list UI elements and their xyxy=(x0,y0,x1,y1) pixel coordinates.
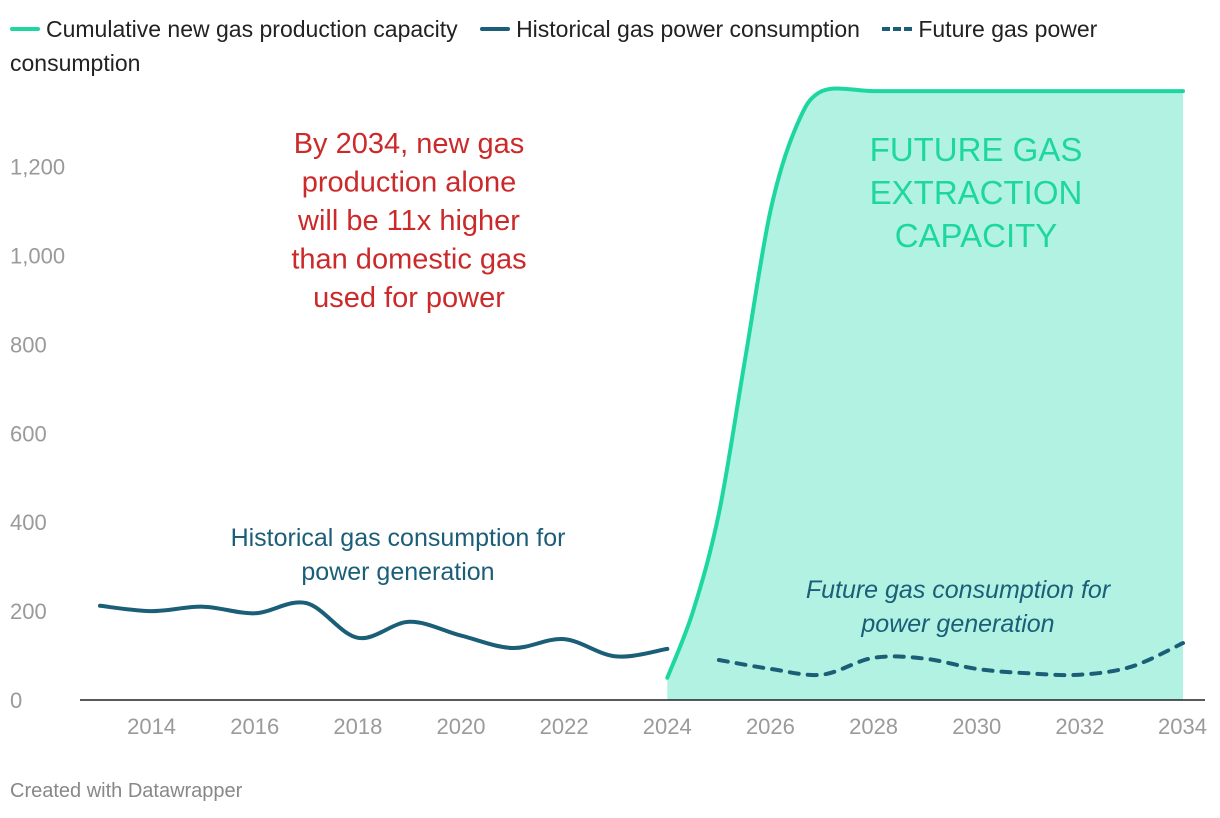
y-tick-label: 400 xyxy=(10,510,47,535)
y-tick-label: 800 xyxy=(10,332,47,357)
x-tick-label: 2032 xyxy=(1055,714,1104,739)
annotation-future-line: Future gas consumption for xyxy=(806,576,1112,604)
annotation-capacity-line: CAPACITY xyxy=(895,217,1058,254)
x-tick-label: 2028 xyxy=(849,714,898,739)
annotations: By 2034, new gas production alone will be … xyxy=(231,128,1112,638)
legend-item-future: Future gas power consumption xyxy=(10,16,1097,76)
legend-label-future: Future gas power consumption xyxy=(10,16,1098,76)
legend-item-capacity: Cumulative new gas production capacity xyxy=(10,16,458,42)
y-tick-label: 1,000 xyxy=(10,244,65,269)
historical-consumption-line xyxy=(98,600,670,659)
x-tick-label: 2016 xyxy=(230,714,279,739)
annotation-future-line: power generation xyxy=(860,610,1054,638)
chart-legend: Cumulative new gas production capacity H… xyxy=(10,12,1200,80)
y-tick-label: 200 xyxy=(10,599,47,624)
annotation-capacity-line: EXTRACTION xyxy=(870,174,1083,211)
y-tick-label: 600 xyxy=(10,421,47,446)
capacity-line xyxy=(665,86,1185,680)
annotation-capacity-line: FUTURE GAS xyxy=(870,131,1083,168)
x-tick-label: 2018 xyxy=(333,714,382,739)
capacity-area-fill xyxy=(667,88,1183,700)
annotation-red-line: than domestic gas xyxy=(291,244,526,276)
legend-item-historical: Historical gas power consumption xyxy=(480,16,860,42)
x-tick-label: 2024 xyxy=(643,714,692,739)
x-tick-label: 2022 xyxy=(540,714,589,739)
legend-label-capacity: Cumulative new gas production capacity xyxy=(46,16,458,42)
legend-swatch-historical xyxy=(480,26,511,31)
x-tick-label: 2026 xyxy=(746,714,795,739)
footer-credit: Created with Datawrapper xyxy=(10,780,243,802)
x-tick-label: 2020 xyxy=(437,714,486,739)
legend-swatch-future xyxy=(882,26,913,31)
y-tick-label: 1,200 xyxy=(10,155,65,180)
y-tick-label: 0 xyxy=(10,688,22,713)
x-tick-label: 2030 xyxy=(952,714,1001,739)
x-axis: 2014 2016 2018 2020 2022 2024 2026 2028 2030 2032… xyxy=(127,714,1207,739)
annotation-red-line: production alone xyxy=(302,167,516,199)
x-tick-label: 2034 xyxy=(1158,714,1207,739)
y-axis: 0 200 400 600 800 1,000 1,200 xyxy=(10,155,65,713)
annotation-historical-line: Historical gas consumption for xyxy=(231,524,566,552)
x-tick-label: 2014 xyxy=(127,714,176,739)
series-layer xyxy=(98,86,1185,680)
annotation-red-line: will be 11x higher xyxy=(297,205,520,237)
future-consumption-line xyxy=(716,641,1185,678)
legend-swatch-capacity xyxy=(10,26,40,31)
annotation-historical-line: power generation xyxy=(301,558,494,586)
capacity-area-layer xyxy=(667,88,1183,700)
annotation-red-line: By 2034, new gas xyxy=(294,128,525,160)
legend-label-historical: Historical gas power consumption xyxy=(516,16,860,42)
annotation-red-line: used for power xyxy=(313,282,505,314)
